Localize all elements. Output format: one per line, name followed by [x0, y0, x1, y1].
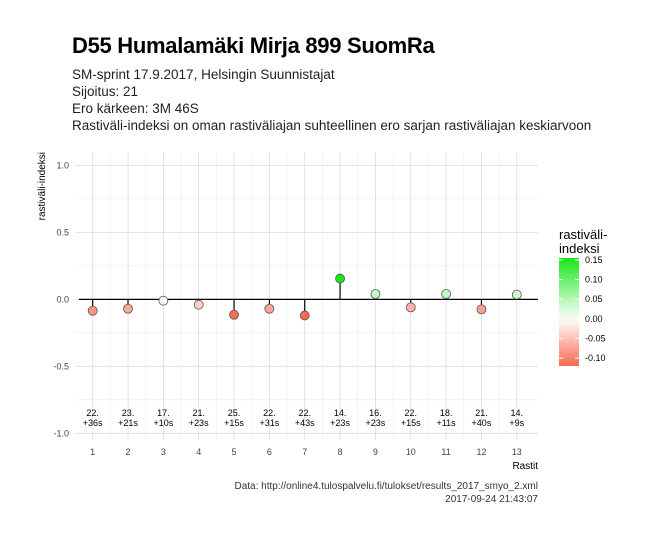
- annotation-time: +36s: [83, 418, 103, 428]
- legend-title: rastiväli-: [559, 227, 607, 242]
- data-point: [370, 289, 381, 299]
- subtitle-line-description: Rastiväli-indeksi on oman rastiväliajan …: [72, 118, 592, 133]
- annotation-time: +31s: [259, 418, 279, 428]
- annotation-time: +10s: [153, 418, 173, 428]
- legend-title: indeksi: [559, 241, 600, 256]
- timestamp: 2017-09-24 21:43:07: [445, 494, 538, 505]
- annotation-rank: 14.: [511, 408, 524, 418]
- x-tick-label: 6: [267, 447, 272, 457]
- annotation-time: +21s: [118, 418, 138, 428]
- legend-tick-label: 0.10: [585, 275, 603, 285]
- annotations: 22.+36s23.+21s17.+10s21.+23s25.+15s22.+3…: [83, 408, 525, 428]
- annotation-rank: 18.: [440, 408, 453, 418]
- annotation-time: +23s: [366, 418, 386, 428]
- x-tick-label: 5: [232, 447, 237, 457]
- x-axis-label: Rastit: [512, 461, 538, 472]
- annotation-time: +11s: [437, 418, 457, 428]
- legend-tick-label: 0.00: [585, 314, 603, 324]
- annotation-rank: 22.: [405, 408, 418, 418]
- legend-tick-label: 0.05: [585, 294, 603, 304]
- subtitle-line-event: SM-sprint 17.9.2017, Helsingin Suunnista…: [72, 67, 335, 82]
- chart-title: D55 Humalamäki Mirja 899 SuomRa: [72, 33, 435, 58]
- annotation-time: +15s: [401, 418, 421, 428]
- y-axis-label: rastiväli-indeksi: [37, 152, 48, 220]
- data-point: [335, 273, 345, 284]
- data-point: [123, 303, 133, 314]
- data-point: [511, 289, 522, 300]
- data-point: [405, 302, 416, 313]
- data-point: [229, 309, 239, 320]
- legend-tick-label: 0.15: [585, 255, 603, 265]
- data-point: [476, 304, 487, 315]
- x-tick-label: 9: [373, 447, 378, 457]
- x-tick-label: 1: [90, 447, 95, 457]
- y-tick-label: 0.0: [56, 294, 69, 304]
- annotation-rank: 22.: [298, 408, 311, 418]
- annotation-rank: 21.: [475, 408, 488, 418]
- annotation-time: +15s: [224, 418, 244, 428]
- data-point: [264, 303, 275, 314]
- annotation-time: +23s: [330, 418, 350, 428]
- x-tick-label: 12: [476, 447, 486, 457]
- data-point: [87, 305, 98, 316]
- x-tick-labels: 1 2 3 4 5 6 7 8 9 10 11 12 13: [90, 447, 522, 457]
- x-tick-label: 8: [338, 447, 343, 457]
- legend-colorbar: [559, 258, 579, 366]
- annotation-rank: 22.: [86, 408, 99, 418]
- annotation-rank: 23.: [122, 408, 135, 418]
- x-tick-label: 7: [302, 447, 307, 457]
- annotation-rank: 16.: [369, 408, 382, 418]
- annotation-time: +43s: [295, 418, 315, 428]
- annotation-time: +23s: [189, 418, 209, 428]
- y-tick-labels: -1.0 -0.5 0.0 0.5 1.0: [53, 160, 69, 438]
- subtitle-line-gap: Ero kärkeen: 3M 46S: [72, 101, 199, 116]
- x-tick-label: 13: [512, 447, 522, 457]
- x-tick-label: 4: [196, 447, 201, 457]
- legend-tick-label: -0.10: [585, 353, 606, 363]
- annotation-time: +40s: [472, 418, 492, 428]
- grid: [75, 152, 538, 440]
- annotation-rank: 14.: [334, 408, 347, 418]
- x-tick-label: 10: [406, 447, 416, 457]
- data-point: [193, 299, 204, 310]
- y-tick-label: 1.0: [56, 160, 69, 170]
- legend-tick-label: -0.05: [585, 334, 606, 344]
- data-point: [158, 295, 169, 306]
- subtitle-line-rank: Sijoitus: 21: [72, 84, 139, 99]
- annotation-rank: 17.: [157, 408, 170, 418]
- data-source: Data: http://online4.tulospalvelu.fi/tul…: [234, 481, 538, 492]
- points: [87, 273, 522, 321]
- annotation-rank: 22.: [263, 408, 276, 418]
- x-tick-label: 2: [126, 447, 131, 457]
- y-tick-label: -1.0: [53, 428, 69, 438]
- x-tick-label: 3: [161, 447, 166, 457]
- annotation-rank: 21.: [192, 408, 205, 418]
- data-point: [299, 310, 310, 321]
- annotation-rank: 25.: [228, 408, 241, 418]
- annotation-time: +9s: [509, 418, 524, 428]
- y-tick-label: -0.5: [53, 361, 69, 371]
- data-point: [441, 289, 452, 299]
- x-tick-label: 11: [441, 447, 450, 457]
- y-tick-label: 0.5: [56, 227, 69, 237]
